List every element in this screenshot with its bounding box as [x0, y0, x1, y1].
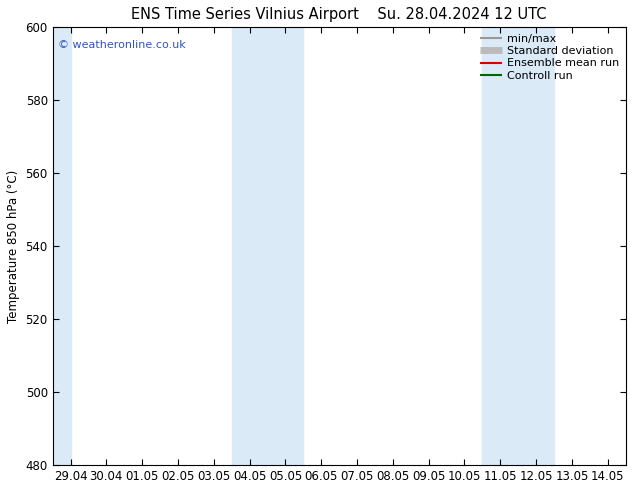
Title: ENS Time Series Vilnius Airport    Su. 28.04.2024 12 UTC: ENS Time Series Vilnius Airport Su. 28.0…	[131, 7, 547, 22]
Y-axis label: Temperature 850 hPa (°C): Temperature 850 hPa (°C)	[7, 170, 20, 323]
Bar	[231, 27, 303, 465]
Bar	[53, 27, 70, 465]
Legend: min/max, Standard deviation, Ensemble mean run, Controll run: min/max, Standard deviation, Ensemble me…	[476, 29, 623, 85]
Text: © weatheronline.co.uk: © weatheronline.co.uk	[58, 40, 186, 50]
Bar	[482, 27, 554, 465]
